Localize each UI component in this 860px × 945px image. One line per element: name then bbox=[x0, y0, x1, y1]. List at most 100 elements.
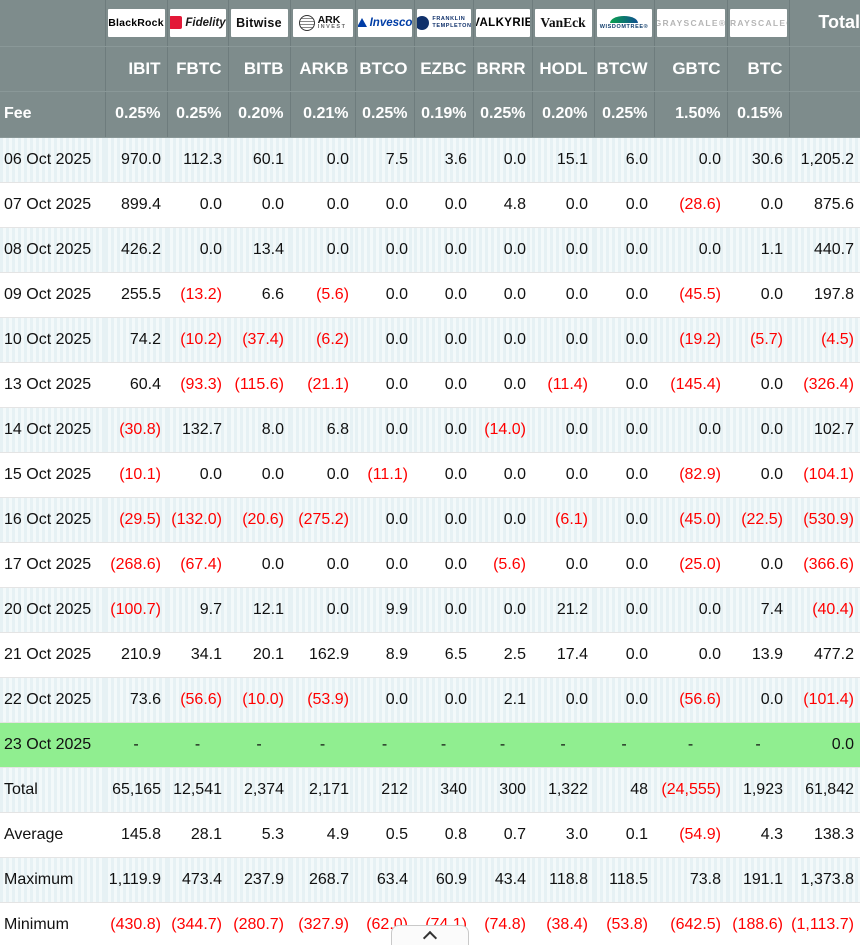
table-row: 17 Oct 2025 (268.6) (67.4) 0.0 0.0 0.0 0.0 (5.6… bbox=[0, 542, 860, 588]
row-total-cell: 1,373.8 bbox=[789, 857, 860, 903]
fidelity-logo-text: Fidelity bbox=[185, 16, 226, 29]
flow-value-cell: 8.9 bbox=[355, 632, 414, 678]
flow-value-cell: 145.8 bbox=[105, 812, 167, 858]
franklin-logo-text: FRANKLIN TEMPLETON bbox=[432, 16, 470, 29]
flow-value-cell: - bbox=[532, 722, 594, 768]
ticker-header-hodl: HODL bbox=[532, 46, 595, 92]
grayscale-logo-text: GRAYSCALE® bbox=[729, 17, 787, 28]
provider-logo-row: BlackRock Fidelity Bitwise ARK INVEST Invesco… bbox=[0, 0, 860, 47]
flow-value-cell: 0.0 bbox=[594, 272, 654, 318]
table-row: 09 Oct 2025 255.5 (13.2) 6.6 (5.6) 0.0 0.0 0.0 0… bbox=[0, 272, 860, 318]
flow-value-cell: 21.2 bbox=[532, 587, 594, 633]
flow-value-cell: 0.0 bbox=[167, 182, 228, 228]
flow-value-cell: 0.0 bbox=[532, 272, 594, 318]
provider-logo-cell: BlackRock bbox=[105, 0, 168, 47]
ticker-header-arkb: ARKB bbox=[290, 46, 356, 92]
flow-value-cell: (642.5) bbox=[654, 902, 727, 945]
flow-value-cell: (29.5) bbox=[105, 497, 167, 543]
flow-value-cell: (6.1) bbox=[532, 497, 594, 543]
franklin-logo-line: FRANKLIN bbox=[432, 16, 466, 23]
flow-value-cell: 0.0 bbox=[727, 272, 789, 318]
flow-value-cell: 0.0 bbox=[727, 362, 789, 408]
flow-value-cell: 237.9 bbox=[228, 857, 290, 903]
fee-row: Fee 0.25% 0.25% 0.20% 0.21% 0.25% 0.19% 0.25% 0.… bbox=[0, 91, 860, 138]
chevron-up-icon bbox=[422, 930, 438, 945]
flow-value-cell: 0.0 bbox=[654, 137, 727, 183]
flow-value-cell: 0.0 bbox=[473, 272, 532, 318]
table-row: Average 145.8 28.1 5.3 4.9 0.5 0.8 0.7 3.0 0.1 (54… bbox=[0, 812, 860, 858]
ticker-header-gbtc: GBTC bbox=[654, 46, 728, 92]
ticker-header-btco: BTCO bbox=[355, 46, 415, 92]
flow-value-cell: 6.5 bbox=[414, 632, 473, 678]
flow-value-cell: 300 bbox=[473, 767, 532, 813]
ark-logo-text: ARK INVEST bbox=[318, 15, 347, 31]
flow-value-cell: 0.0 bbox=[290, 542, 355, 588]
flow-value-cell: 0.0 bbox=[654, 587, 727, 633]
flow-value-cell: 73.6 bbox=[105, 677, 167, 723]
flow-value-cell: 0.0 bbox=[594, 497, 654, 543]
fee-value-cell: 0.25% bbox=[594, 91, 655, 138]
table-header: BlackRock Fidelity Bitwise ARK INVEST Invesco… bbox=[0, 0, 860, 138]
row-label: 21 Oct 2025 bbox=[0, 632, 105, 678]
flow-value-cell: 0.0 bbox=[355, 542, 414, 588]
flow-value-cell: (45.0) bbox=[654, 497, 727, 543]
flow-value-cell: (28.6) bbox=[654, 182, 727, 228]
provider-logo-cell: ARK INVEST bbox=[290, 0, 356, 47]
flow-value-cell: 255.5 bbox=[105, 272, 167, 318]
flow-value-cell: 0.0 bbox=[414, 542, 473, 588]
flow-value-cell: 0.0 bbox=[355, 407, 414, 453]
provider-logo-cell: FRANKLIN TEMPLETON bbox=[414, 0, 474, 47]
flow-value-cell: 9.9 bbox=[355, 587, 414, 633]
row-total-cell: (1,113.7) bbox=[789, 902, 860, 945]
flow-value-cell: 0.0 bbox=[414, 227, 473, 273]
flow-value-cell: 899.4 bbox=[105, 182, 167, 228]
flow-value-cell: (5.7) bbox=[727, 317, 789, 363]
flow-value-cell: 473.4 bbox=[167, 857, 228, 903]
flow-value-cell: 0.0 bbox=[532, 542, 594, 588]
flow-value-cell: 8.0 bbox=[228, 407, 290, 453]
row-label: 10 Oct 2025 bbox=[0, 317, 105, 363]
row-label: 22 Oct 2025 bbox=[0, 677, 105, 723]
flow-value-cell: (5.6) bbox=[473, 542, 532, 588]
row-label: 15 Oct 2025 bbox=[0, 452, 105, 498]
ark-globe-icon bbox=[298, 14, 315, 31]
flow-value-cell: 0.0 bbox=[228, 542, 290, 588]
row-total-cell: (104.1) bbox=[789, 452, 860, 498]
row-total-cell: (530.9) bbox=[789, 497, 860, 543]
flow-value-cell: (37.4) bbox=[228, 317, 290, 363]
flow-value-cell: - bbox=[167, 722, 228, 768]
flow-value-cell: 3.0 bbox=[532, 812, 594, 858]
table-row: 20 Oct 2025 (100.7) 9.7 12.1 0.0 9.9 0.0 0.0 21.… bbox=[0, 587, 860, 633]
invesco-logo-text: Invesco bbox=[369, 16, 412, 29]
provider-logo-cell: GRAYSCALE® bbox=[654, 0, 728, 47]
flow-value-cell: 0.1 bbox=[594, 812, 654, 858]
flow-value-cell: 0.5 bbox=[355, 812, 414, 858]
ticker-header-bitb: BITB bbox=[228, 46, 291, 92]
flow-value-cell: 268.7 bbox=[290, 857, 355, 903]
fee-value-cell: 0.21% bbox=[290, 91, 356, 138]
flow-value-cell: (56.6) bbox=[167, 677, 228, 723]
flow-value-cell: (344.7) bbox=[167, 902, 228, 945]
flow-value-cell: (275.2) bbox=[290, 497, 355, 543]
valkyrie-logo: VALKYRIE bbox=[475, 8, 530, 37]
flow-value-cell: (5.6) bbox=[290, 272, 355, 318]
fee-value-cell: 0.20% bbox=[532, 91, 595, 138]
ark-sub-text: INVEST bbox=[317, 24, 347, 31]
table-row: 10 Oct 2025 74.2 (10.2) (37.4) (6.2) 0.0 0.0 0.… bbox=[0, 317, 860, 363]
flow-value-cell: 112.3 bbox=[167, 137, 228, 183]
wisdomtree-logo-text: WISDOMTREE® bbox=[599, 23, 649, 30]
fee-value-cell: 0.20% bbox=[228, 91, 291, 138]
flow-value-cell: 0.0 bbox=[654, 632, 727, 678]
row-total-cell: 138.3 bbox=[789, 812, 860, 858]
scroll-top-button[interactable] bbox=[391, 925, 469, 945]
flow-value-cell: - bbox=[355, 722, 414, 768]
total-column-header: Total bbox=[789, 0, 860, 47]
franklin-head-icon bbox=[416, 15, 430, 30]
flow-value-cell: (20.6) bbox=[228, 497, 290, 543]
flow-value-cell: 0.0 bbox=[414, 677, 473, 723]
flow-value-cell: 74.2 bbox=[105, 317, 167, 363]
flow-value-cell: 12.1 bbox=[228, 587, 290, 633]
fee-row-label: Fee bbox=[0, 91, 106, 138]
franklin-logo-line: TEMPLETON bbox=[432, 22, 471, 29]
